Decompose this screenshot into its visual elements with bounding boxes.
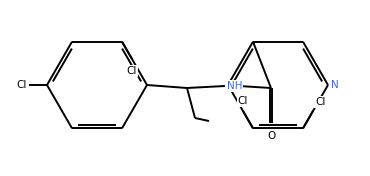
Text: Cl: Cl bbox=[17, 80, 27, 90]
Text: O: O bbox=[267, 131, 275, 141]
Text: Cl: Cl bbox=[315, 97, 325, 107]
Text: Cl: Cl bbox=[127, 66, 137, 76]
Text: N: N bbox=[331, 80, 339, 90]
Text: Cl: Cl bbox=[238, 96, 248, 106]
Text: NH: NH bbox=[227, 81, 242, 91]
